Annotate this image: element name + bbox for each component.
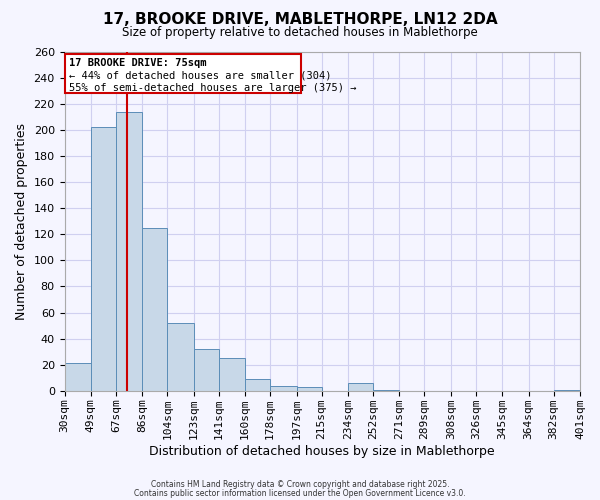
Text: 55% of semi-detached houses are larger (375) →: 55% of semi-detached houses are larger (… <box>68 83 356 93</box>
Text: Contains HM Land Registry data © Crown copyright and database right 2025.: Contains HM Land Registry data © Crown c… <box>151 480 449 489</box>
Text: 17, BROOKE DRIVE, MABLETHORPE, LN12 2DA: 17, BROOKE DRIVE, MABLETHORPE, LN12 2DA <box>103 12 497 28</box>
Bar <box>219 358 245 391</box>
Bar <box>296 387 322 391</box>
Y-axis label: Number of detached properties: Number of detached properties <box>15 122 28 320</box>
Bar <box>142 228 167 391</box>
Bar <box>194 349 219 391</box>
Bar <box>91 127 116 391</box>
FancyBboxPatch shape <box>65 54 301 94</box>
X-axis label: Distribution of detached houses by size in Mablethorpe: Distribution of detached houses by size … <box>149 444 495 458</box>
Bar <box>348 383 373 391</box>
Bar <box>245 379 270 391</box>
Bar <box>116 112 142 391</box>
Bar <box>270 386 296 391</box>
Bar <box>554 390 580 391</box>
Text: ← 44% of detached houses are smaller (304): ← 44% of detached houses are smaller (30… <box>68 70 331 81</box>
Text: Size of property relative to detached houses in Mablethorpe: Size of property relative to detached ho… <box>122 26 478 39</box>
Bar <box>373 390 400 391</box>
Text: 17 BROOKE DRIVE: 75sqm: 17 BROOKE DRIVE: 75sqm <box>68 58 206 68</box>
Bar <box>65 364 91 391</box>
Text: Contains public sector information licensed under the Open Government Licence v3: Contains public sector information licen… <box>134 488 466 498</box>
Bar <box>167 323 194 391</box>
